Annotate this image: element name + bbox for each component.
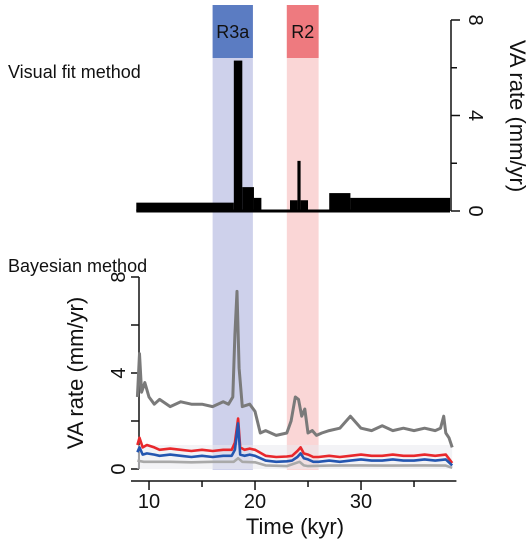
visual-fit-bar: [233, 60, 243, 212]
bayesian-series-line: [136, 422, 454, 467]
bottom-y-axis-label: VA rate (mm/yr): [63, 297, 88, 449]
highlight-band-r2: [286, 5, 319, 470]
visual-fit-bar: [242, 187, 254, 211]
bayesian-series-line: [137, 456, 453, 470]
x-axis-tick-label: 20: [244, 491, 266, 513]
bottom-y-axis-tick-label: 4: [108, 367, 130, 378]
visual-fit-bar: [297, 160, 301, 211]
highlight-band-r3a: [212, 5, 253, 470]
bottom-y-axis-tick-label: 0: [108, 463, 130, 474]
top-y-axis: 0 4 8: [450, 14, 486, 217]
bottom-axes: 0 4 8 10 20 30: [108, 271, 457, 513]
highlight-bands: R3a R2: [212, 5, 319, 470]
highlight-header-r3a: [212, 5, 253, 58]
x-axis-tick-label: 30: [350, 491, 372, 513]
top-y-axis-label: VA rate (mm/yr): [505, 40, 530, 192]
bayesian-series-line: [135, 289, 454, 448]
bayesian-series-line: [136, 417, 454, 464]
visual-fit-bar: [136, 202, 234, 211]
visual-fit-bar: [253, 197, 262, 211]
highlight-label-r3a: R3a: [216, 22, 250, 42]
top-axis-tick-label: 4: [464, 110, 486, 121]
bayesian-lines: [135, 289, 454, 470]
x-axis-label: Time (kyr): [246, 514, 344, 539]
visual-fit-bar: [329, 193, 351, 211]
visual-fit-bar: [300, 200, 309, 211]
bottom-y-axis-tick-label: 8: [108, 271, 130, 282]
top-panel-title: Visual fit method: [8, 62, 141, 82]
highlight-label-r2: R2: [291, 22, 314, 42]
top-axis-tick-label: 0: [464, 205, 486, 216]
x-axis-tick-label: 10: [138, 491, 160, 513]
bottom-panel-title: Bayesian method: [8, 256, 147, 276]
visual-fit-bars: [136, 60, 451, 213]
top-axis-tick-label: 8: [464, 14, 486, 25]
visual-fit-bar: [290, 200, 298, 211]
highlight-header-r2: [286, 5, 319, 58]
visual-fit-bar: [350, 197, 451, 211]
